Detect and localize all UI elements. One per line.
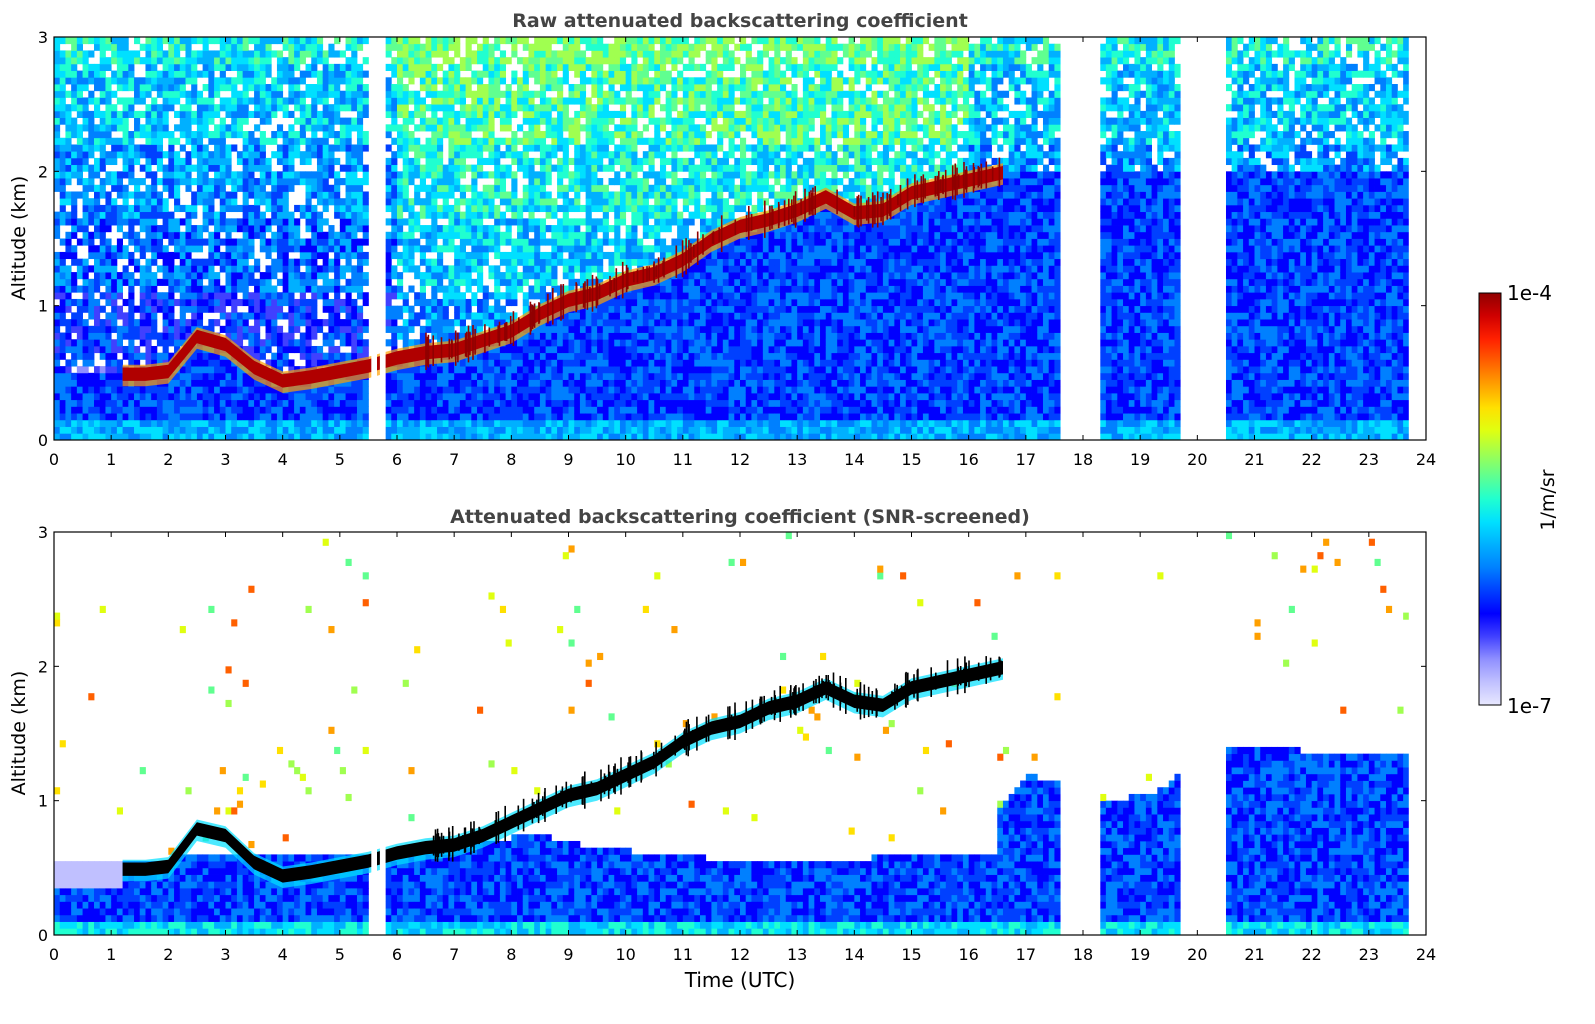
x-tick-label: 1	[106, 450, 116, 469]
x-tick-label: 0	[49, 450, 59, 469]
data-gap	[1063, 532, 1100, 935]
y-tick-label: 0	[38, 431, 48, 450]
x-tick-label: 2	[163, 945, 173, 964]
x-tick-label: 18	[1073, 945, 1093, 964]
x-tick-label: 20	[1187, 945, 1207, 964]
x-tick-label: 18	[1073, 450, 1093, 469]
x-tick-label: 6	[392, 450, 402, 469]
data-gap	[1409, 37, 1426, 440]
x-tick-label: 16	[958, 450, 978, 469]
x-tick-label: 7	[449, 450, 459, 469]
x-tick-label: 21	[1244, 945, 1264, 964]
x-tick-label: 11	[673, 945, 693, 964]
data-gap	[1063, 37, 1100, 440]
x-tick-label: 14	[844, 450, 864, 469]
data-gap	[1183, 532, 1226, 935]
x-tick-label: 7	[449, 945, 459, 964]
x-tick-label: 4	[278, 450, 288, 469]
colorbar-unit-label: 1/m/sr	[1537, 469, 1559, 530]
x-tick-label: 3	[220, 450, 230, 469]
x-tick-label: 12	[730, 450, 750, 469]
x-tick-label: 19	[1130, 450, 1150, 469]
colorbar-min-label: 1e-7	[1507, 694, 1552, 718]
x-tick-label: 9	[563, 945, 573, 964]
x-tick-label: 22	[1301, 450, 1321, 469]
x-tick-label: 21	[1244, 450, 1264, 469]
x-tick-label: 4	[278, 945, 288, 964]
bottom-heatmap	[54, 532, 1426, 935]
top-panel: Raw attenuated backscattering coefficien…	[8, 10, 1436, 469]
bottom-panel: Attenuated backscattering coefficient (S…	[8, 506, 1436, 992]
x-tick-label: 24	[1416, 450, 1436, 469]
y-tick-label: 1	[38, 792, 48, 811]
data-gap	[371, 37, 377, 440]
x-axis-label: Time (UTC)	[684, 968, 796, 992]
x-tick-label: 8	[506, 945, 516, 964]
x-tick-label: 3	[220, 945, 230, 964]
x-tick-label: 5	[335, 450, 345, 469]
x-tick-label: 2	[163, 450, 173, 469]
bottom-y-axis-label: Altitude (km)	[8, 671, 30, 796]
x-tick-label: 23	[1359, 945, 1379, 964]
top-heatmap	[54, 37, 1426, 440]
x-tick-label: 11	[673, 450, 693, 469]
x-tick-label: 15	[901, 450, 921, 469]
x-tick-label: 24	[1416, 945, 1436, 964]
x-tick-label: 15	[901, 945, 921, 964]
data-gap	[380, 532, 386, 935]
top-chart-title: Raw attenuated backscattering coefficien…	[512, 10, 968, 32]
x-tick-label: 17	[1016, 450, 1036, 469]
x-tick-label: 6	[392, 945, 402, 964]
y-tick-label: 2	[38, 162, 48, 181]
x-tick-label: 20	[1187, 450, 1207, 469]
x-tick-label: 12	[730, 945, 750, 964]
data-gap	[1409, 532, 1426, 935]
x-tick-label: 22	[1301, 945, 1321, 964]
y-tick-label: 3	[38, 523, 48, 542]
x-tick-label: 19	[1130, 945, 1150, 964]
data-gap	[371, 532, 377, 935]
x-tick-label: 1	[106, 945, 116, 964]
colorbar-gradient	[1479, 293, 1501, 705]
x-tick-label: 16	[958, 945, 978, 964]
y-tick-label: 0	[38, 926, 48, 945]
colorbar-max-label: 1e-4	[1507, 281, 1552, 305]
colorbar: 1e-4 1e-7 1/m/sr	[1479, 281, 1559, 718]
x-tick-label: 10	[615, 450, 635, 469]
x-tick-label: 5	[335, 945, 345, 964]
x-tick-label: 13	[787, 945, 807, 964]
y-tick-label: 2	[38, 657, 48, 676]
bottom-chart-title: Attenuated backscattering coefficient (S…	[450, 506, 1030, 528]
y-tick-label: 1	[38, 297, 48, 316]
data-gap	[380, 37, 386, 440]
x-tick-label: 17	[1016, 945, 1036, 964]
x-tick-label: 0	[49, 945, 59, 964]
data-gap	[1183, 37, 1226, 440]
x-tick-label: 8	[506, 450, 516, 469]
x-tick-label: 9	[563, 450, 573, 469]
x-tick-label: 10	[615, 945, 635, 964]
x-tick-label: 23	[1359, 450, 1379, 469]
x-tick-label: 13	[787, 450, 807, 469]
x-tick-label: 14	[844, 945, 864, 964]
y-tick-label: 3	[38, 28, 48, 47]
top-y-axis-label: Altitude (km)	[8, 176, 30, 301]
